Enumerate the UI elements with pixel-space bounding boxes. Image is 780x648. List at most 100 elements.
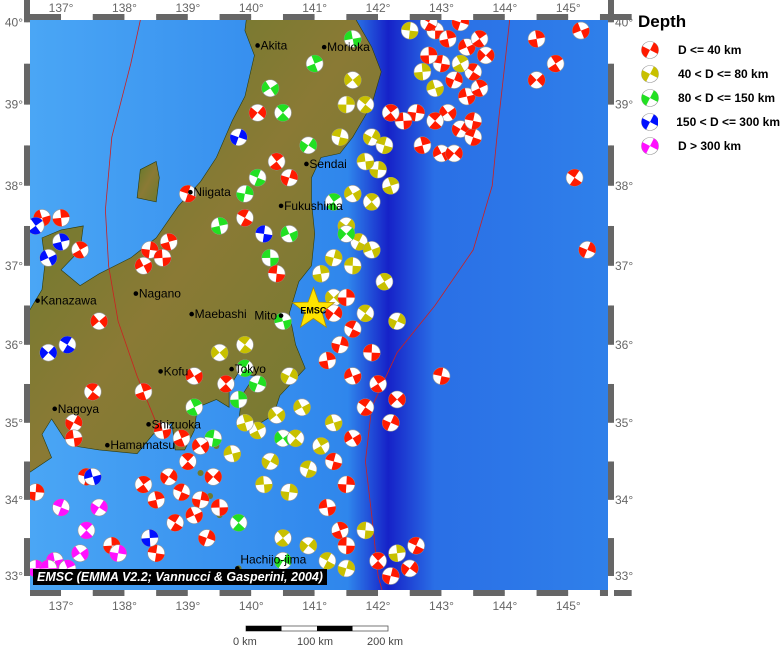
focal-mechanism-intermediate (255, 475, 273, 494)
focal-mechanism-shallow (578, 241, 597, 259)
focal-mechanism-shallow (419, 20, 438, 32)
city-dot (105, 442, 110, 448)
city-dot (229, 366, 234, 372)
honshu-island (30, 20, 382, 473)
focal-mechanism-shallow (388, 390, 406, 409)
focal-mechanism-shallow (141, 241, 159, 259)
city-nagoya: Nagoya (52, 402, 99, 416)
lon-tick-top: 140° (239, 1, 264, 15)
focal-mechanism-shallow (185, 506, 204, 524)
focal-mechanism-mid-deep (248, 375, 267, 393)
focal-mechanism-shallow (343, 429, 362, 448)
focal-mechanism-mid-deep (248, 168, 267, 187)
scale-bar (245, 625, 389, 632)
focal-mechanism-deep (141, 529, 159, 547)
focal-mechanism-shallow (52, 209, 70, 227)
focal-mechanism-shallow (83, 382, 102, 401)
focal-mechanism-shallow (381, 413, 400, 432)
focal-mechanism-shallow (343, 320, 362, 338)
focal-mechanism-shallow (394, 112, 413, 130)
focal-mechanism-shallow (369, 375, 387, 393)
focal-mechanism-mid-deep (236, 359, 254, 378)
lat-tick-left: 39° (5, 98, 23, 112)
focal-mechanism-intermediate (299, 536, 318, 555)
focal-mechanism-shallow (267, 152, 286, 171)
focal-mechanism-shallow (381, 567, 400, 585)
focal-mechanism-shallow (572, 21, 590, 40)
focal-mechanism-shallow (198, 529, 216, 547)
lon-tick-top: 143° (429, 1, 454, 15)
city-kofu: Kofu (158, 364, 188, 378)
legend-title: Depth (638, 12, 687, 31)
focal-mechanism-deep (52, 233, 70, 251)
focal-mechanism-shallow (458, 38, 476, 56)
lat-tick-right: 38° (615, 179, 633, 193)
focal-mechanism-shallow (147, 544, 165, 563)
focal-mechanism-intermediate (362, 241, 381, 259)
epicenter-marker: EMSC (291, 286, 336, 329)
focal-mechanism-shallow (160, 468, 178, 486)
city-dot (189, 311, 194, 317)
focal-mechanism-shallow (400, 559, 419, 578)
focal-mechanism-deep (58, 335, 77, 354)
focal-mechanism-intermediate (343, 71, 362, 89)
lon-tick-bottom: 143° (429, 599, 454, 613)
lat-tick-right: 39° (615, 98, 633, 112)
city-dot (133, 291, 139, 296)
focal-mechanism-intermediate (267, 406, 286, 424)
cities: Akita Morioka Sendai Fukushima Niigata Mito Ka… (35, 38, 370, 571)
star-icon (291, 286, 336, 329)
focal-mechanism-shallow (172, 429, 191, 448)
city-sendai: Sendai (304, 157, 347, 171)
legend-label: D <= 40 km (678, 43, 742, 57)
focal-mechanism-intermediate (324, 249, 343, 267)
focal-mechanism-intermediate (350, 233, 368, 251)
focal-mechanism-shallow (248, 103, 267, 122)
legend-beachball (641, 137, 659, 155)
focal-mechanism-intermediate (337, 95, 356, 114)
city-dot (52, 406, 58, 412)
focal-mechanism-shallow (432, 54, 451, 73)
land (30, 20, 382, 572)
lon-tick-top: 137° (49, 1, 74, 15)
focal-mechanism-shallow (267, 264, 286, 283)
focal-mechanism-shallow (362, 343, 381, 362)
focal-mechanism-shallow (179, 185, 197, 203)
focal-mechanism-shallow (64, 429, 83, 448)
legend-beachball (641, 89, 659, 107)
focal-mechanism-intermediate (381, 176, 400, 195)
focal-mechanism-intermediate (343, 185, 362, 203)
focal-mechanism-intermediate (337, 559, 356, 578)
focal-mechanism-shallow (30, 483, 45, 501)
city-label: Kanazawa (41, 294, 97, 308)
focal-mechanism-shallow (546, 54, 565, 73)
plate-boundaries (104, 20, 511, 590)
lat-tick-right: 33° (615, 569, 633, 583)
focal-mechanism-shallow (172, 483, 191, 501)
lon-tick-bottom: 145° (556, 599, 581, 613)
focal-mechanism-intermediate (451, 54, 470, 73)
focal-mechanism-intermediate (293, 398, 311, 417)
focal-mechanism-very-deep (71, 544, 89, 563)
lon-tick-top: 138° (112, 1, 137, 15)
focal-mechanism-mid-deep (229, 390, 248, 409)
focal-mechanism-shallow (337, 288, 356, 307)
lon-tick-bottom: 142° (366, 599, 391, 613)
lon-tick-bottom: 144° (492, 599, 517, 613)
lat-tick-left: 35° (5, 416, 23, 430)
city-label: Tokyo (235, 362, 267, 376)
focal-mechanism-shallow (356, 398, 375, 417)
lat-tick-left: 37° (5, 259, 23, 273)
focal-mechanism-shallow (343, 367, 362, 385)
plate-boundary-line (104, 20, 157, 423)
city-label: Hamamatsu (110, 438, 175, 452)
legend-beachball (641, 65, 659, 83)
lat-tick-right: 40° (615, 15, 633, 29)
focal-mechanism-very-deep (52, 498, 70, 517)
legend-beachball (641, 113, 659, 131)
focal-mechanism-intermediate (318, 552, 337, 570)
city-label: Maebashi (195, 307, 247, 321)
scale-label-0: 0 km (233, 636, 257, 648)
city-nagano: Nagano (133, 287, 181, 301)
